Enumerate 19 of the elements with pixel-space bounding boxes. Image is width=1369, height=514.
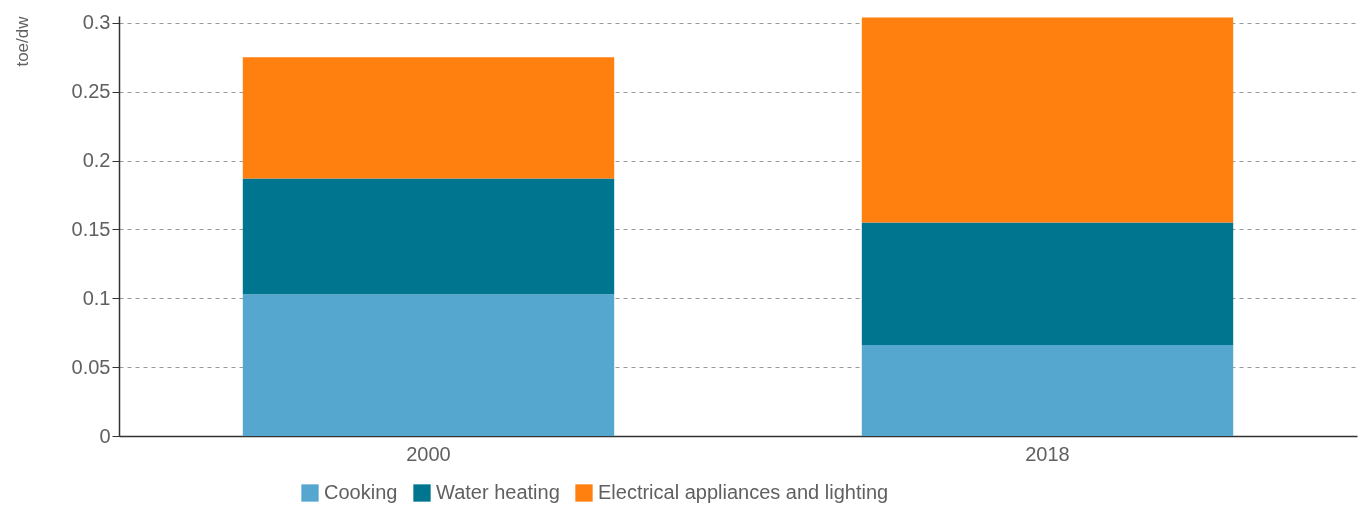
legend-label: Electrical appliances and lighting: [598, 481, 889, 503]
y-tick-label: 0.2: [82, 149, 111, 172]
x-tick-label: 2000: [406, 442, 451, 465]
y-tick-label: 0.3: [82, 11, 111, 34]
y-tick-label: 0.1: [82, 286, 111, 309]
bar: [861, 17, 1234, 223]
bar: [242, 294, 615, 436]
y-axis-title: toe/dw: [12, 15, 32, 67]
bar: [861, 222, 1234, 346]
y-tick-label: 0: [99, 424, 111, 447]
bar: [242, 178, 615, 295]
x-tick-label: 2018: [1025, 442, 1070, 465]
y-tick-label: 0.05: [71, 355, 111, 378]
bar: [242, 57, 615, 179]
bar: [861, 345, 1234, 436]
legend-label: Water heating: [436, 481, 560, 503]
legend-label: Cooking: [324, 481, 398, 503]
y-tick-label: 0.15: [71, 217, 111, 240]
y-tick-label: 0.25: [71, 80, 111, 103]
